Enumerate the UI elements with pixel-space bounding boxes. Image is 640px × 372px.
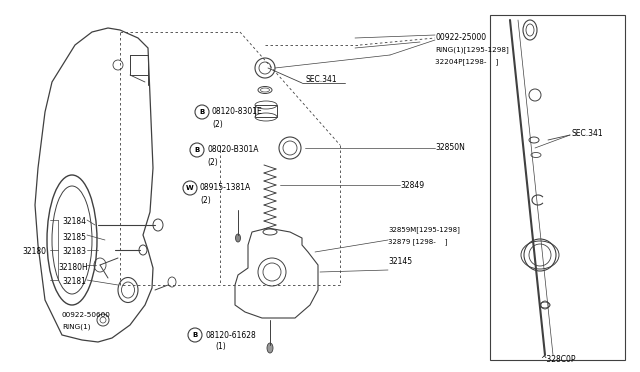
Text: (2): (2) [207, 157, 218, 167]
Text: (2): (2) [212, 119, 223, 128]
Text: 08120-61628: 08120-61628 [205, 330, 256, 340]
Text: SEC.341: SEC.341 [572, 128, 604, 138]
Bar [130, 55, 148, 75]
Text: 32180: 32180 [22, 247, 46, 257]
Text: RING(1): RING(1) [62, 324, 90, 330]
Text: B: B [193, 332, 198, 338]
Text: 32849: 32849 [400, 180, 424, 189]
Bar [255, 105, 277, 117]
Text: SEC.341: SEC.341 [305, 76, 337, 84]
Text: 32183: 32183 [62, 247, 86, 257]
Text: 32180H: 32180H [58, 263, 88, 272]
Text: 08915-1381A: 08915-1381A [200, 183, 252, 192]
Ellipse shape [236, 234, 241, 242]
Text: 00922-50600: 00922-50600 [62, 312, 111, 318]
Ellipse shape [267, 343, 273, 353]
Text: B: B [200, 109, 205, 115]
Text: 32185: 32185 [62, 232, 86, 241]
Text: ^328C0P: ^328C0P [540, 356, 575, 365]
Text: W: W [186, 185, 194, 191]
Text: 32181: 32181 [62, 278, 86, 286]
Text: 32204P[1298-    ]: 32204P[1298- ] [435, 59, 499, 65]
Text: 32184: 32184 [62, 218, 86, 227]
Text: 32850N: 32850N [435, 144, 465, 153]
Text: B: B [195, 147, 200, 153]
Text: 32859M[1295-1298]: 32859M[1295-1298] [388, 227, 460, 233]
Text: 32879 [1298-    ]: 32879 [1298- ] [388, 238, 447, 246]
Text: (1): (1) [215, 343, 226, 352]
Text: 32145: 32145 [388, 257, 412, 266]
Text: 08120-8301E: 08120-8301E [212, 108, 263, 116]
Text: 08020-B301A: 08020-B301A [207, 145, 259, 154]
Bar [490, 15, 625, 360]
Text: 00922-25000: 00922-25000 [435, 33, 486, 42]
Text: RING(1)[1295-1298]: RING(1)[1295-1298] [435, 46, 509, 53]
Text: (2): (2) [200, 196, 211, 205]
